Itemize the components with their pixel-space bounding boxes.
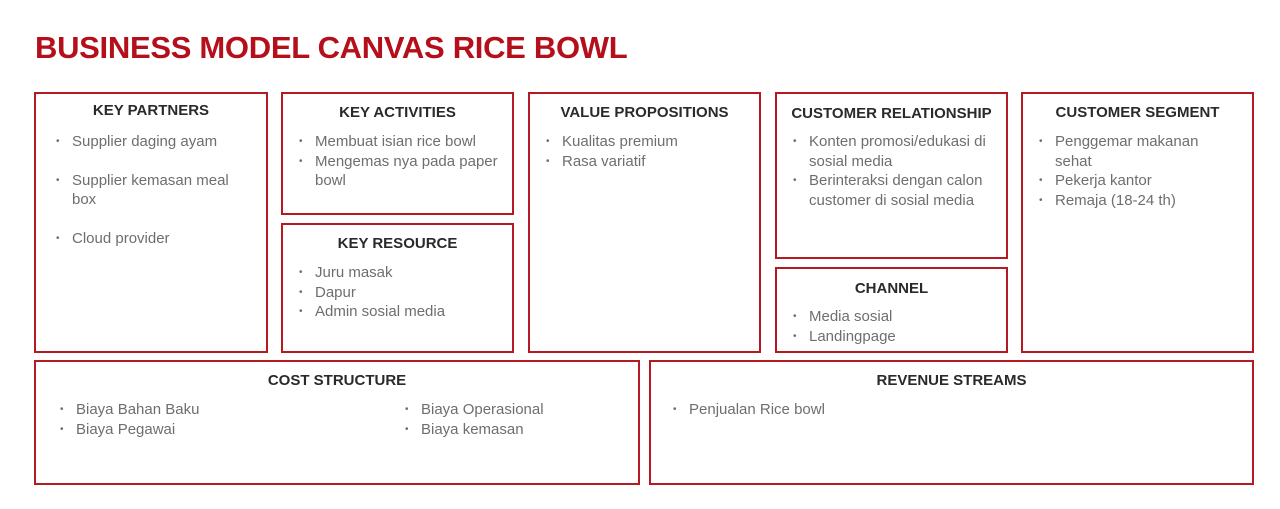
list-item: Mengemas nya pada paper bowl: [299, 152, 498, 191]
cost-structure-right-list: Biaya Operasional Biaya kemasan: [405, 400, 625, 439]
customer-segment-box: CUSTOMER SEGMENT Penggemar makanan sehat…: [1021, 92, 1254, 353]
list-item: Media sosial: [793, 307, 998, 327]
list-item: Pekerja kantor: [1039, 171, 1238, 191]
key-partners-list: Supplier daging ayam Supplier kemasan me…: [56, 132, 252, 267]
list-item: Supplier daging ayam: [56, 132, 252, 152]
key-activities-title: KEY ACTIVITIES: [339, 104, 456, 121]
list-item: Konten promosi/edukasi di sosial media: [793, 132, 998, 171]
cost-structure-title: COST STRUCTURE: [267, 372, 407, 389]
list-item: Supplier kemasan meal box: [56, 171, 252, 210]
channel-title: CHANNEL: [854, 280, 929, 297]
customer-relationship-title: CUSTOMER RELATIONSHIP: [791, 105, 992, 122]
list-item: Berinteraksi dengan calon customer di so…: [793, 171, 998, 210]
channel-list: Media sosial Landingpage: [793, 307, 998, 346]
cost-structure-box: COST STRUCTURE Biaya Bahan Baku Biaya Pe…: [34, 360, 640, 485]
list-item: Biaya Operasional: [405, 400, 625, 420]
cost-structure-left-list: Biaya Bahan Baku Biaya Pegawai: [60, 400, 360, 439]
key-partners-box: KEY PARTNERS Supplier daging ayam Suppli…: [34, 92, 268, 353]
list-item: Admin sosial media: [299, 302, 498, 322]
customer-segment-title: CUSTOMER SEGMENT: [1055, 104, 1220, 121]
key-resource-title: KEY RESOURCE: [337, 235, 458, 252]
value-propositions-list: Kualitas premium Rasa variatif: [546, 132, 745, 171]
list-item: Biaya Pegawai: [60, 420, 360, 440]
revenue-streams-box: REVENUE STREAMS Penjualan Rice bowl: [649, 360, 1254, 485]
list-item: Dapur: [299, 283, 498, 303]
key-activities-list: Membuat isian rice bowl Mengemas nya pad…: [299, 132, 498, 191]
customer-segment-list: Penggemar makanan sehat Pekerja kantor R…: [1039, 132, 1238, 210]
list-item: Biaya Bahan Baku: [60, 400, 360, 420]
list-item: Biaya kemasan: [405, 420, 625, 440]
list-item: Membuat isian rice bowl: [299, 132, 498, 152]
list-item: Landingpage: [793, 327, 998, 347]
list-item: Kualitas premium: [546, 132, 745, 152]
list-item: Cloud provider: [56, 229, 252, 249]
list-item: Rasa variatif: [546, 152, 745, 172]
list-item: Penjualan Rice bowl: [673, 400, 1238, 420]
customer-relationship-list: Konten promosi/edukasi di sosial media B…: [793, 132, 998, 210]
value-propositions-title: VALUE PROPOSITIONS: [560, 104, 729, 121]
list-item: Juru masak: [299, 263, 498, 283]
page-title: BUSINESS MODEL CANVAS RICE BOWL: [35, 30, 628, 65]
channel-box: CHANNEL Media sosial Landingpage: [775, 267, 1008, 353]
key-partners-title: KEY PARTNERS: [92, 102, 210, 119]
revenue-streams-list: Penjualan Rice bowl: [673, 400, 1238, 420]
key-resource-list: Juru masak Dapur Admin sosial media: [299, 263, 498, 322]
value-propositions-box: VALUE PROPOSITIONS Kualitas premium Rasa…: [528, 92, 761, 353]
key-activities-box: KEY ACTIVITIES Membuat isian rice bowl M…: [281, 92, 514, 215]
revenue-streams-title: REVENUE STREAMS: [876, 372, 1027, 389]
list-item: Remaja (18-24 th): [1039, 191, 1238, 211]
list-item: Penggemar makanan sehat: [1039, 132, 1238, 171]
key-resource-box: KEY RESOURCE Juru masak Dapur Admin sosi…: [281, 223, 514, 353]
customer-relationship-box: CUSTOMER RELATIONSHIP Konten promosi/edu…: [775, 92, 1008, 259]
